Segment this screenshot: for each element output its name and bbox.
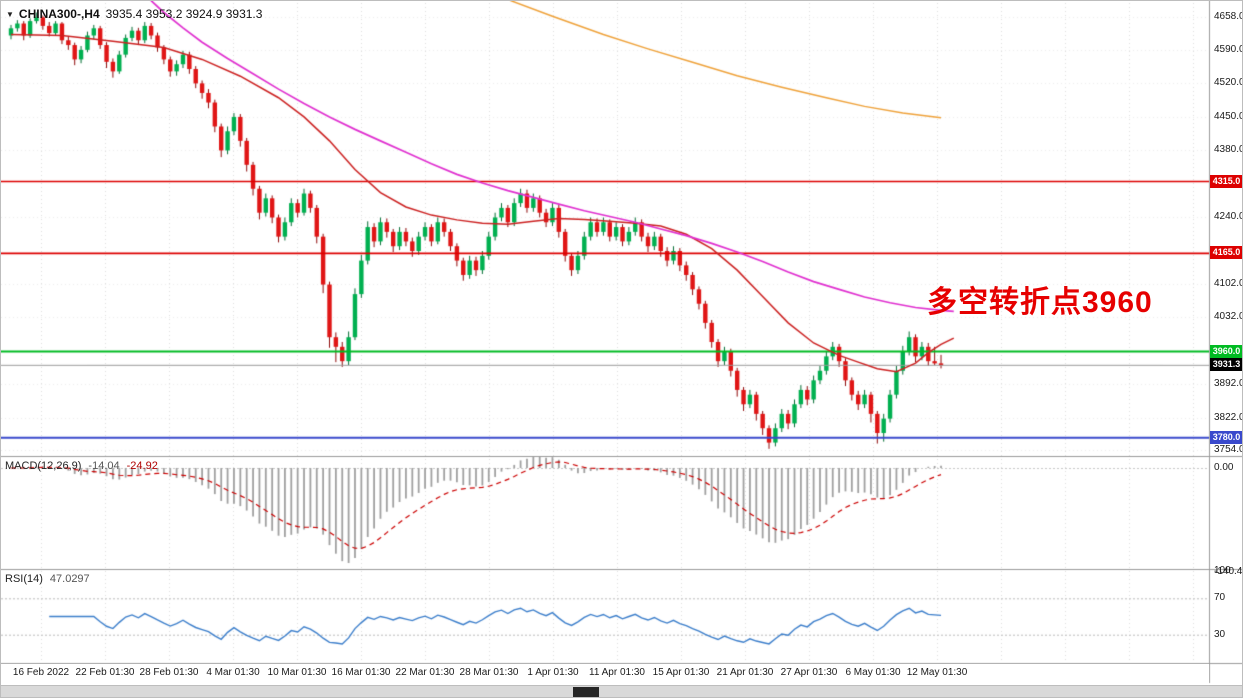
time-axis-label: 28 Feb 01:30 [139, 667, 199, 678]
time-axis-label: 12 May 01:30 [906, 667, 968, 678]
time-axis-label: 10 Mar 01:30 [267, 667, 327, 678]
time-axis-label: 21 Apr 01:30 [716, 667, 774, 678]
macd-indicator-label: MACD(12,26,9) -14.04 -24.92 [5, 460, 158, 472]
rsi-name: RSI(14) [5, 573, 43, 585]
rsi-indicator-label: RSI(14) 47.0297 [5, 573, 90, 585]
time-axis-label: 15 Apr 01:30 [652, 667, 710, 678]
price-axis-label: 4520.0 [1214, 77, 1243, 89]
rsi-value: 47.0297 [49, 573, 90, 585]
price-axis-label: 3822.0 [1214, 411, 1243, 423]
rsi-axis-label: 100 [1214, 565, 1231, 576]
time-axis-label: 16 Feb 2022 [12, 667, 70, 678]
time-axis-label: 6 May 01:30 [845, 667, 901, 678]
price-axis-label: 4590.0 [1214, 43, 1243, 55]
price-axis-label: 4032.0 [1214, 311, 1243, 323]
macd-main-value: -14.04 [88, 460, 120, 472]
price-badge: 4315.0 [1210, 174, 1242, 188]
price-axis-label: 4380.0 [1214, 144, 1243, 156]
macd-signal-value: -24.92 [126, 460, 158, 472]
horizontal-scrollbar[interactable] [1, 685, 1242, 697]
price-axis-label: 4102.0 [1214, 277, 1243, 289]
time-axis-label: 22 Mar 01:30 [395, 667, 455, 678]
time-axis[interactable]: 16 Feb 2022 22 Feb 01:30 28 Feb 01:30 4 Mar… [1, 664, 1209, 684]
price-axis-label: 4240.0 [1214, 211, 1243, 223]
macd-axis-label: 0.00 [1214, 462, 1234, 473]
chart-title: ▼ CHINA300-,H4 3935.4 3953.2 3924.9 3931.3 [6, 7, 262, 21]
time-axis-label: 11 Apr 01:30 [589, 667, 645, 678]
rsi-axis-label: 30 [1214, 628, 1226, 640]
price-badge: 4165.0 [1210, 246, 1242, 260]
scrollbar-handle[interactable] [573, 687, 599, 697]
ohlc-values: 3935.4 3953.2 3924.9 3931.3 [105, 7, 263, 21]
price-badge: 3931.3 [1210, 358, 1242, 372]
price-axis-label: 3892.0 [1214, 378, 1243, 390]
price-axis[interactable]: 4658.0 4590.0 4520.0 4450.0 4380.0 4240.0 4102… [1209, 1, 1243, 683]
price-badge: 3780.0 [1210, 430, 1242, 444]
time-axis-label: 16 Mar 01:30 [331, 667, 391, 678]
price-axis-label: 4450.0 [1214, 110, 1243, 122]
rsi-axis-label: 70 [1214, 592, 1226, 604]
macd-axis-label: -140.44 [1214, 565, 1243, 577]
symbol-period-label: CHINA300-,H4 [18, 7, 100, 21]
price-badge: 3960.0 [1210, 344, 1242, 358]
macd-name: MACD(12,26,9) [5, 460, 82, 472]
time-axis-label: 4 Mar 01:30 [206, 667, 260, 678]
time-axis-label: 1 Apr 01:30 [527, 667, 579, 678]
price-axis-label: 3754.0 [1214, 444, 1243, 456]
time-axis-label: 27 Apr 01:30 [780, 667, 838, 678]
price-axis-label: 4658.0 [1214, 11, 1243, 23]
time-axis-label: 22 Feb 01:30 [75, 667, 135, 678]
dropdown-arrow-icon[interactable]: ▼ [6, 10, 14, 19]
time-axis-label: 28 Mar 01:30 [459, 667, 519, 678]
annotation-text[interactable]: 多空转折点3960 [927, 286, 1153, 319]
